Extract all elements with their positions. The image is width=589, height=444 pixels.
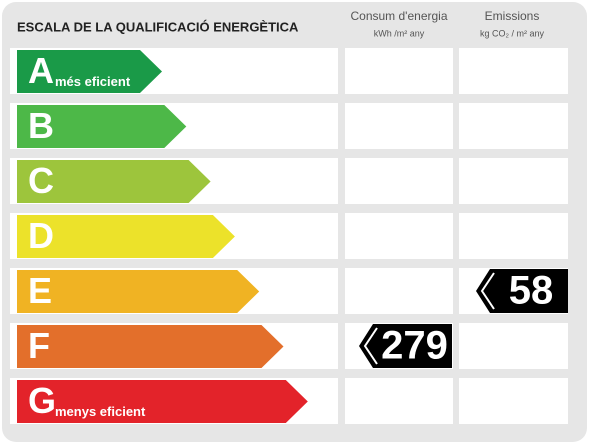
rating-letter: E bbox=[28, 270, 52, 311]
rating-arrow bbox=[17, 105, 187, 148]
rating-label: més eficient bbox=[55, 74, 131, 89]
rating-letter: C bbox=[28, 160, 54, 201]
rating-arrow bbox=[17, 215, 235, 258]
value-marker bbox=[476, 269, 568, 313]
rating-arrow bbox=[17, 50, 162, 93]
rating-arrow bbox=[17, 325, 284, 368]
rating-arrow bbox=[17, 270, 260, 313]
value-text: 58 bbox=[509, 269, 554, 313]
column-title: Consum d'energia bbox=[350, 9, 447, 23]
column-title: Emissions bbox=[485, 9, 540, 23]
value-cell bbox=[459, 213, 568, 259]
value-cell bbox=[345, 103, 453, 149]
value-cell bbox=[345, 378, 453, 424]
marker-outline bbox=[480, 272, 495, 310]
rating-letter: A bbox=[28, 50, 54, 91]
rating-arrow bbox=[17, 380, 308, 423]
column-unit: kg CO₂ / m² any bbox=[480, 28, 545, 38]
value-marker bbox=[359, 324, 452, 368]
rating-arrow bbox=[17, 160, 211, 203]
value-cell bbox=[459, 103, 568, 149]
column-unit: kWh /m² any bbox=[374, 28, 425, 38]
marker-outline bbox=[363, 327, 378, 365]
value-cell bbox=[459, 158, 568, 204]
value-cell bbox=[459, 323, 568, 369]
rating-letter: D bbox=[28, 215, 54, 256]
value-cell bbox=[345, 158, 453, 204]
value-text: 279 bbox=[381, 324, 448, 368]
value-cell bbox=[345, 48, 453, 94]
value-cell bbox=[459, 48, 568, 94]
rating-letter: G bbox=[28, 380, 56, 421]
value-cell bbox=[345, 268, 453, 314]
value-cell bbox=[345, 213, 453, 259]
rating-letter: B bbox=[28, 105, 54, 146]
value-cell bbox=[459, 378, 568, 424]
header-title: ESCALA DE LA QUALIFICACIÓ ENERGÈTICA bbox=[17, 19, 299, 34]
rating-label: menys eficient bbox=[55, 404, 146, 419]
rating-letter: F bbox=[28, 325, 50, 366]
